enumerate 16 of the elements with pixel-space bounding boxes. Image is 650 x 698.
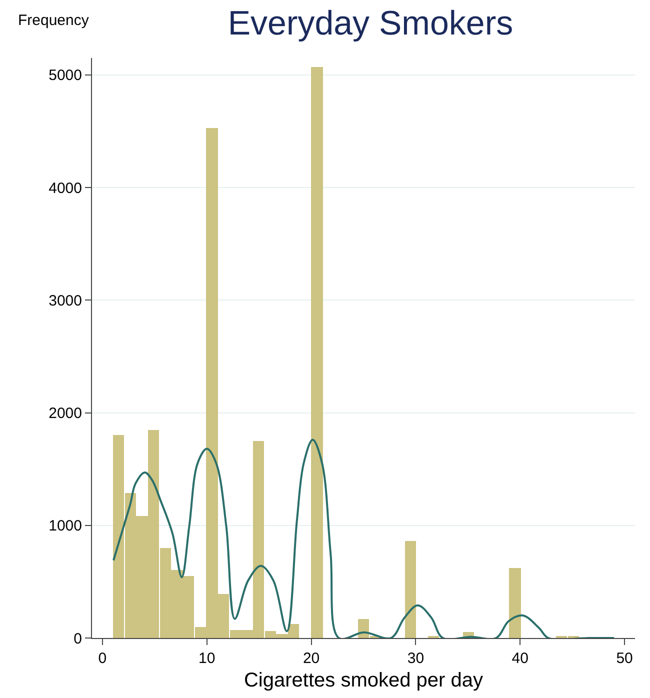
x-axis-title: Cigarettes smoked per day [244,670,484,692]
x-tick-label: 20 [302,650,320,667]
line-series [112,438,616,638]
y-tick-label: 4000 [48,180,82,197]
y-tick-label: 5000 [48,67,82,84]
x-tick-label: 40 [512,650,528,667]
x-tick-label: 30 [407,650,424,667]
y-axis-title: Frequency [18,12,90,29]
x-tick-label: 0 [98,650,107,667]
y-tick-label: 3000 [48,292,82,310]
x-tick-label: 50 [616,650,633,667]
x-tick-label: 10 [198,650,216,667]
y-tick-label: 0 [74,630,82,648]
y-tick-label: 1000 [48,518,82,535]
chart-title: Everyday Smokers [228,4,514,42]
y-tick-label: 2000 [48,405,82,422]
